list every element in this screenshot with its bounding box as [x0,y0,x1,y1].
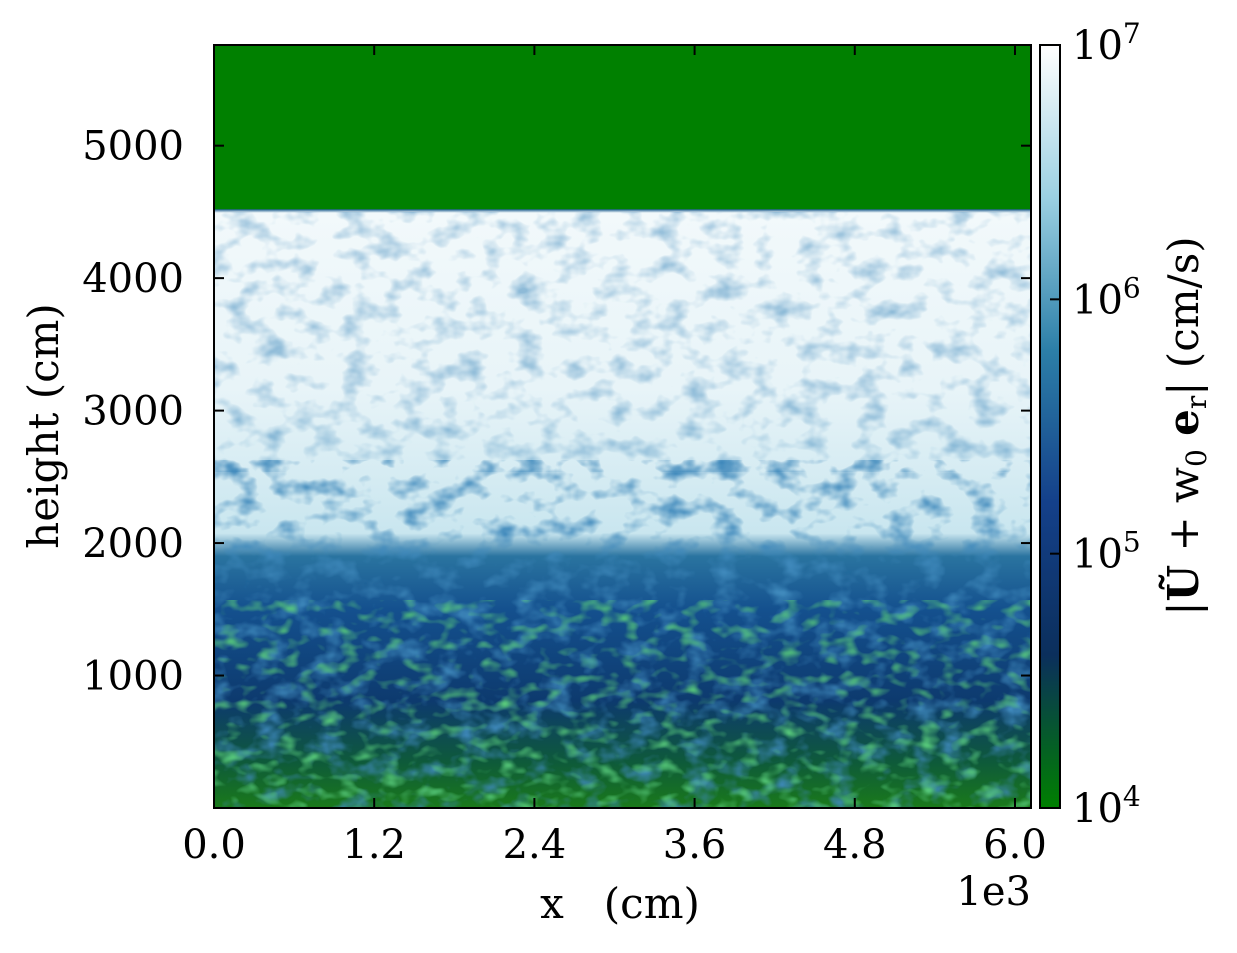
y-axis-label: height (cm) [19,303,68,549]
colorbar-tick-label: 106 [1072,271,1141,323]
heatmap-region-top [214,45,1031,210]
x-axis-label: x (cm) [540,879,700,928]
colorbar-label: |Ũ + w0 er| (cm/s) [1158,236,1213,615]
y-tick-label: 4000 [82,256,184,302]
plot-area [214,45,1031,808]
y-tick-label: 2000 [82,521,184,567]
y-axis: 1000 2000 3000 4000 5000 [82,124,1031,700]
x-tick-label: 1.2 [342,822,406,868]
x-tick-label: 2.4 [503,822,567,868]
x-tick-label: 6.0 [983,822,1047,868]
x-tick-label: 3.6 [663,822,727,868]
y-tick-label: 1000 [82,654,184,700]
y-tick-label: 5000 [82,124,184,170]
x-tick-label: 0.0 [182,822,246,868]
colorbar-ticks: 104 105 106 107 [1050,17,1141,832]
y-tick-label: 3000 [82,389,184,435]
x-tick-label: 4.8 [823,822,887,868]
x-axis: 0.0 1.2 2.4 3.6 4.8 6.0 [182,45,1047,868]
heatmap-turbulence-green [214,600,1031,808]
colorbar-tick-label: 105 [1072,526,1141,578]
colorbar: 104 105 106 107 |Ũ + w0 er| (cm/s) [1039,17,1213,832]
plot-frame [213,44,1032,809]
heatmap-turbulence-upper [214,212,1031,472]
x-offset-label: 1e3 [956,869,1031,915]
colorbar-tick-label: 104 [1072,780,1141,832]
colorbar-gradient [1040,45,1060,808]
colorbar-tick-label: 107 [1072,17,1141,69]
